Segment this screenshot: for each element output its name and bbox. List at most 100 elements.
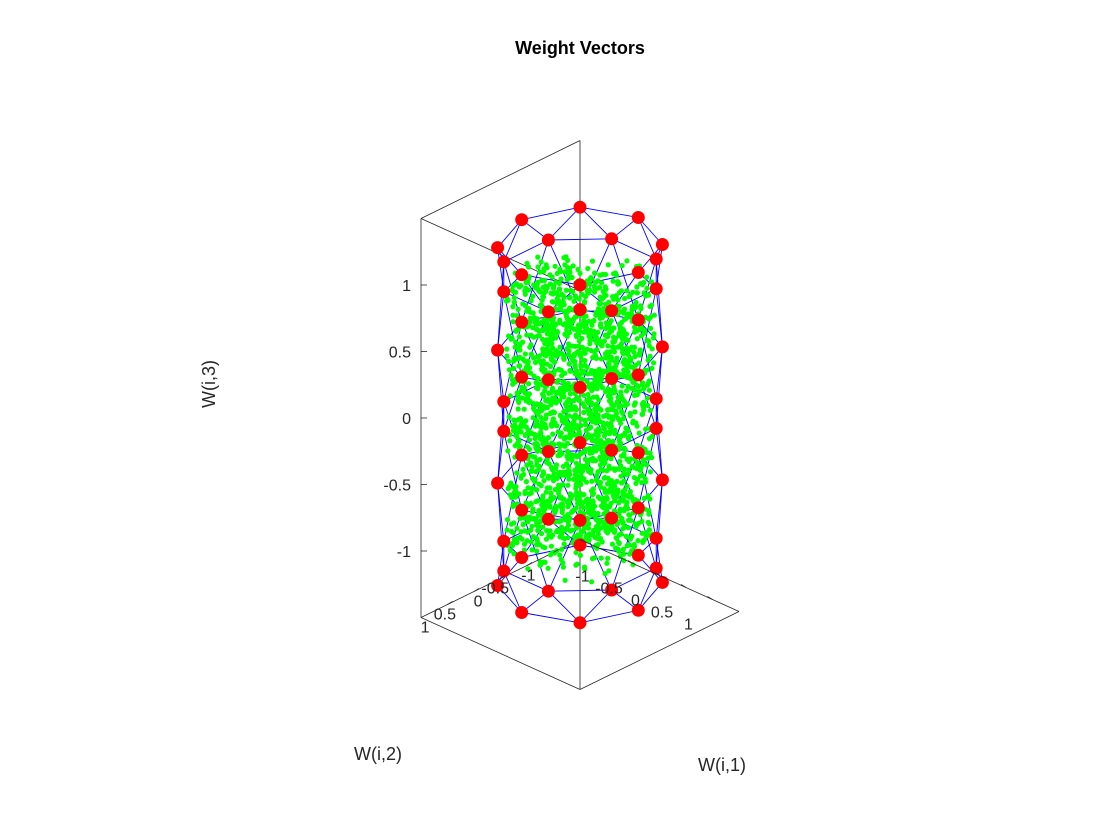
- input-point: [513, 328, 519, 334]
- input-point: [621, 328, 627, 334]
- input-point: [632, 353, 638, 360]
- input-point: [528, 351, 535, 357]
- input-point: [615, 546, 621, 552]
- input-point: [580, 392, 587, 398]
- neuron-points: [491, 200, 669, 630]
- input-point: [556, 448, 563, 454]
- input-point: [595, 433, 601, 439]
- x-tick-label: 1: [684, 617, 693, 634]
- axis-line: [579, 611, 740, 690]
- input-point: [526, 437, 533, 443]
- input-point: [556, 487, 562, 493]
- input-point: [639, 462, 645, 468]
- input-point: [616, 540, 622, 547]
- neuron-link: [637, 428, 657, 508]
- input-point: [576, 463, 582, 469]
- input-point: [600, 271, 606, 277]
- input-point: [640, 380, 646, 386]
- input-point: [606, 330, 612, 336]
- input-point: [537, 562, 543, 568]
- input-point: [561, 388, 567, 394]
- input-point: [646, 511, 652, 517]
- z-tick-label: 1: [402, 278, 411, 295]
- input-point: [619, 341, 625, 347]
- input-point: [525, 360, 531, 366]
- input-point: [578, 422, 584, 429]
- neuron-point: [491, 241, 505, 255]
- input-point: [595, 510, 601, 517]
- input-point: [596, 520, 603, 526]
- input-point: [580, 505, 587, 511]
- input-point: [520, 339, 526, 345]
- input-point: [566, 295, 573, 301]
- input-point: [551, 442, 557, 448]
- input-point: [641, 458, 647, 464]
- neuron-point: [631, 211, 645, 224]
- input-point: [564, 525, 570, 531]
- input-point: [621, 478, 627, 484]
- neuron-point: [573, 303, 587, 317]
- input-point: [540, 346, 546, 352]
- input-point: [596, 285, 603, 291]
- input-point: [593, 439, 600, 445]
- input-point: [531, 373, 537, 379]
- input-point: [647, 469, 654, 475]
- input-point: [520, 522, 526, 528]
- neuron-link: [503, 291, 523, 378]
- input-point: [558, 442, 564, 448]
- input-point: [621, 445, 628, 451]
- input-point: [542, 545, 548, 551]
- input-point: [523, 479, 530, 485]
- input-point: [544, 265, 550, 271]
- neuron-link: [655, 479, 663, 569]
- neuron-link: [655, 258, 663, 347]
- input-point: [589, 556, 596, 562]
- input-point: [588, 276, 595, 282]
- input-point: [607, 429, 613, 435]
- input-point: [510, 503, 516, 509]
- input-point: [636, 326, 642, 333]
- neuron-link: [655, 244, 663, 289]
- input-point: [646, 387, 653, 393]
- input-point: [630, 420, 636, 426]
- input-point: [589, 579, 595, 585]
- neuron-link: [497, 541, 505, 586]
- input-point: [573, 525, 580, 531]
- input-point: [637, 467, 643, 473]
- input-point: [629, 463, 635, 469]
- input-point: [560, 293, 566, 299]
- neuron-point: [605, 232, 619, 246]
- input-point: [510, 483, 516, 489]
- input-point: [615, 297, 621, 303]
- input-point: [553, 462, 560, 468]
- input-point: [535, 264, 541, 270]
- input-point: [534, 548, 540, 554]
- input-point: [548, 534, 554, 540]
- input-point: [597, 294, 603, 300]
- input-point: [562, 416, 568, 422]
- input-point: [535, 527, 541, 534]
- input-point: [628, 456, 634, 462]
- input-point: [617, 506, 623, 512]
- input-point: [646, 343, 652, 349]
- neuron-link: [497, 350, 505, 402]
- input-point: [526, 446, 533, 452]
- input-point: [611, 494, 617, 500]
- input-point: [507, 492, 513, 498]
- input-point: [528, 490, 534, 496]
- input-point: [528, 468, 534, 474]
- input-point: [646, 436, 653, 442]
- input-point: [543, 288, 549, 294]
- z-tick-label: 0: [402, 411, 411, 428]
- input-point: [625, 369, 631, 375]
- input-point: [530, 534, 537, 540]
- input-point: [598, 321, 604, 327]
- input-point: [522, 528, 528, 534]
- input-point: [638, 333, 645, 339]
- input-point: [605, 262, 611, 268]
- input-point: [619, 409, 625, 415]
- input-point: [613, 359, 619, 365]
- input-point: [539, 277, 545, 284]
- input-point: [588, 470, 594, 476]
- input-point: [508, 336, 514, 342]
